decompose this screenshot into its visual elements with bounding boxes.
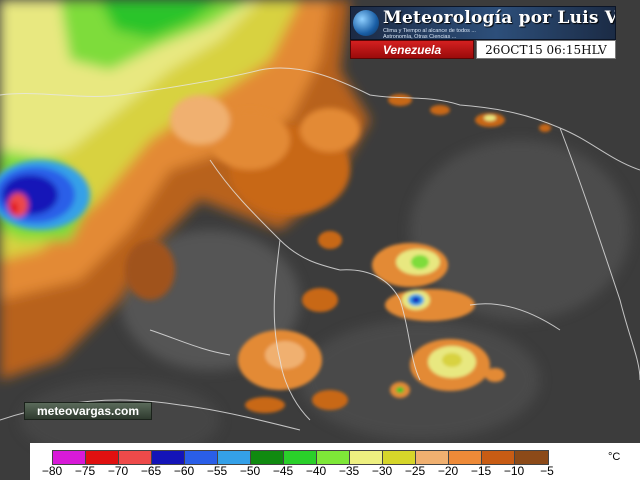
legend-swatch <box>86 451 119 464</box>
legend-ticks: −80 −75 −70 −65 −60 −55 −50 −45 −40 −35 −30 −25 −20−… <box>42 464 632 478</box>
header-banner: Meteorología por Luis Vargas Clima y Tie… <box>350 6 616 40</box>
legend-swatch <box>185 451 218 464</box>
legend-color-bar <box>52 450 549 465</box>
region-label: Venezuela <box>350 40 474 59</box>
legend-tick-label: −15 <box>470 464 492 478</box>
legend-swatch <box>383 451 416 464</box>
site-badge: meteovargas.com <box>24 402 152 420</box>
legend-swatch <box>119 451 152 464</box>
legend-swatch <box>449 451 482 464</box>
legend-swatch <box>416 451 449 464</box>
legend-swatch <box>284 451 317 464</box>
legend-tick-label: −10 <box>503 464 525 478</box>
legend-swatch <box>218 451 251 464</box>
legend-tick-label: −40 <box>305 464 327 478</box>
legend-tick-label: −75 <box>74 464 96 478</box>
legend-tick-label: −20 <box>437 464 459 478</box>
legend-tick-label: −55 <box>206 464 228 478</box>
legend-tick-label: −45 <box>272 464 294 478</box>
legend-tick-label: −30 <box>371 464 393 478</box>
header-subtitle-2: Astronomía, Otras Ciencias ... <box>383 34 457 40</box>
legend-tick-label: −80 <box>41 464 63 478</box>
legend-swatch <box>152 451 185 464</box>
legend-tick-label: −60 <box>173 464 195 478</box>
header-subtitle-1: Clima y Tiempo al alcance de todos ... <box>383 28 476 34</box>
legend-tick-label: −5 <box>540 464 554 478</box>
legend-unit: °C <box>608 451 621 463</box>
timestamp: 26OCT15 06:15HLV <box>476 40 616 59</box>
cold-cloud-core <box>0 160 90 230</box>
legend-swatch <box>350 451 383 464</box>
legend-swatch <box>515 451 548 464</box>
legend-swatch <box>482 451 515 464</box>
convective-cells-east <box>238 94 551 413</box>
legend-tick-label: −70 <box>107 464 129 478</box>
legend-swatch <box>53 451 86 464</box>
header-title: Meteorología por Luis Vargas <box>383 8 616 28</box>
temperature-legend: −80 −75 −70 −65 −60 −55 −50 −45 −40 −35 −30 −25 −20−… <box>30 443 640 480</box>
legend-tick-label: −25 <box>404 464 426 478</box>
cloud-band-central <box>125 95 360 300</box>
legend-swatch <box>317 451 350 464</box>
legend-tick-label: −35 <box>338 464 360 478</box>
legend-swatch <box>251 451 284 464</box>
legend-tick-label: −50 <box>239 464 261 478</box>
globe-logo-icon <box>353 10 379 36</box>
legend-tick-label: −65 <box>140 464 162 478</box>
